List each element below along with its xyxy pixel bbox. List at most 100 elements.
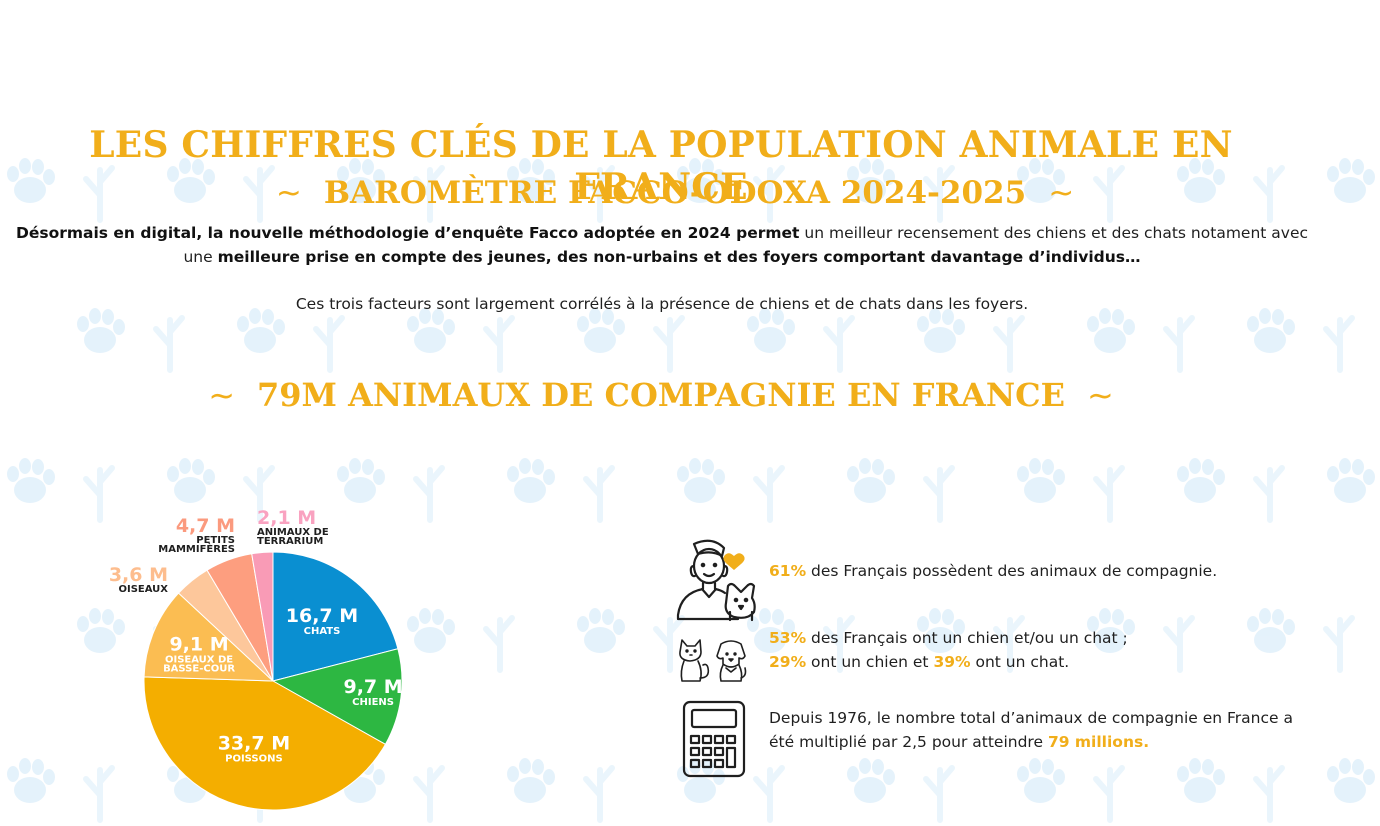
subtitle-text: BAROMÈTRE FACCO-ODOXA 2024-2025 [323,175,1027,211]
paw-print-icon [7,758,55,803]
fact-cat-percent: 39% [933,653,971,671]
fact-growth-total: 79 millions. [1047,733,1150,751]
branch-icon [1323,315,1355,373]
branch-icon [483,315,515,373]
tilde-left: ~ [208,376,235,414]
fact-growth: Depuis 1976, le nombre total d’animaux d… [680,700,1340,780]
branch-icon [1253,765,1285,823]
paw-print-icon [507,758,555,803]
tilde-right: ~ [1086,376,1114,414]
paw-print-icon [1087,608,1135,653]
paw-print-icon [167,458,215,503]
fact-dog-percent: 29% [769,653,807,671]
page-subtitle: ~ BAROMÈTRE FACCO-ODOXA 2024-2025 ~ [0,175,1350,211]
calculator-icon [682,700,746,778]
branch-icon [923,765,955,823]
branch-icon [923,165,955,223]
paw-print-icon [237,308,285,353]
tilde-right: ~ [1048,175,1075,211]
fact-ownership-text: 61% des Français possèdent des animaux d… [769,559,1217,583]
fact-dogs-cats: 53% des Français ont un chien et/ou un c… [679,626,1340,686]
data-label-category-5-line-1: MAMMIFÈRES [158,542,235,555]
branch-icon [413,465,445,523]
paw-print-icon [407,308,455,353]
branch-icon [83,465,115,523]
paw-print-icon [167,158,215,203]
paw-print-icon [1087,308,1135,353]
branch-icon [753,765,785,823]
fact-growth-line-1: Depuis 1976, le nombre total d’animaux d… [769,709,1293,727]
paw-print-icon [1017,458,1065,503]
branch-icon [153,315,185,373]
data-label-value-1: 9,7 M [343,676,402,698]
paw-print-icon [77,308,125,353]
paw-print-icon [677,458,725,503]
fact-ownership: 61% des Français possèdent des animaux d… [676,536,1340,626]
fact-dogs-cats-line-1: 53% des Français ont un chien et/ou un c… [769,626,1128,650]
branch-icon [653,315,685,373]
data-label-value-2: 33,7 M [218,732,290,754]
data-label-category-3-line-1: BASSE-COUR [163,664,235,675]
person-with-dog-icon [676,539,756,622]
pie-slice-3 [143,592,275,682]
fact-growth-text: Depuis 1976, le nombre total d’animaux d… [769,706,1293,754]
branch-icon [1093,765,1125,823]
fact-growth-line-2: été multiplié par 2,5 pour atteindre 79 … [769,730,1293,754]
data-label-value-6: 2,1 M [257,507,316,529]
branch-icon [1253,165,1285,223]
paw-print-icon [507,158,555,203]
branch-icon [583,765,615,823]
intro-bold-2: meilleure prise en compte des jeunes, de… [217,248,1141,266]
paw-print-icon [1177,758,1225,803]
data-label-category-2-line-0: POISSONS [225,753,283,764]
paw-print-icon [7,158,55,203]
paw-print-icon [1327,758,1375,803]
intro-paragraph-2: Ces trois facteurs sont largement corrél… [295,295,1029,313]
section-title-text: 79M ANIMAUX DE COMPAGNIE EN FRANCE [257,376,1065,414]
branch-icon [1323,615,1355,673]
paw-print-icon [1017,158,1065,203]
intro-text-1: un meilleur recensement des chiens et de… [183,224,1309,266]
fact-dogs-cats-line-2: 29% ont un chien et 39% ont un chat. [769,650,1128,674]
data-label-category-4-line-0: OISEAUX [118,584,168,595]
pie-slice-2 [143,676,387,811]
fact-cat-label: ont un chat. [975,653,1070,671]
paw-print-icon [747,608,795,653]
branch-icon [1093,165,1125,223]
paw-print-icon [917,608,965,653]
paw-print-icon [1327,158,1375,203]
page-title: LES CHIFFRES CLÉS DE LA POPULATION ANIMA… [89,124,1233,208]
fact-ownership-label: des Français possèdent des animaux de co… [811,562,1218,580]
branch-icon [753,165,785,223]
paw-print-icon [507,458,555,503]
data-label-category-1-line-0: CHIENS [352,697,394,708]
branch-icon [83,165,115,223]
paw-print-icon [77,608,125,653]
paw-print-icon [7,458,55,503]
branch-icon [313,315,345,373]
paw-print-icon [747,308,795,353]
paw-print-icon [577,608,625,653]
paw-print-icon [407,608,455,653]
branch-icon [993,615,1025,673]
intro-paragraph: Désormais en digital, la nouvelle méthod… [14,221,1310,269]
paw-print-icon [1177,458,1225,503]
data-label-category-5-line-0: PETITS [196,535,235,546]
branch-icon [243,465,275,523]
branch-icon [1163,315,1195,373]
cat-and-dog-icon [679,639,747,682]
data-label-value-3: 9,1 M [169,634,228,656]
paw-print-icon [1327,458,1375,503]
paw-print-icon [1017,758,1065,803]
paw-print-icon [577,308,625,353]
branch-icon [413,765,445,823]
branch-icon [923,465,955,523]
paw-print-icon [917,308,965,353]
branch-icon [993,315,1025,373]
fact-ownership-percent: 61% [769,562,807,580]
branch-icon [583,165,615,223]
branch-icon [823,615,855,673]
paw-print-icon [1177,158,1225,203]
